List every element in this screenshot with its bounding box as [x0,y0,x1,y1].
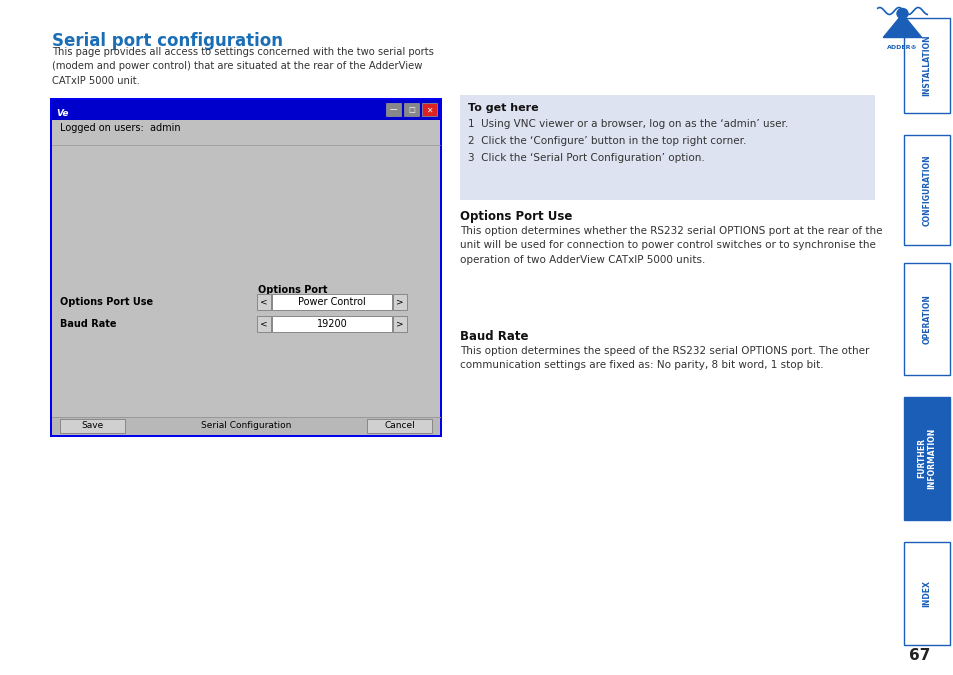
Bar [459,95,874,200]
Text: >: > [395,319,403,329]
Text: 2  Click the ‘Configure’ button in the top right corner.: 2 Click the ‘Configure’ button in the to… [468,136,745,146]
Bar [50,98,441,437]
Text: Cancel: Cancel [384,421,415,431]
Text: This option determines whether the RS232 serial OPTIONS port at the rear of the
: This option determines whether the RS232… [459,226,882,265]
Bar [52,417,439,435]
Text: 1  Using VNC viewer or a browser, log on as the ‘admin’ user.: 1 Using VNC viewer or a browser, log on … [468,119,787,129]
Bar [272,316,392,332]
Polygon shape [882,14,921,38]
Text: CONFIGURATION: CONFIGURATION [922,154,930,226]
Text: Logged on users:  admin: Logged on users: admin [60,123,180,133]
Bar [272,294,392,310]
Circle shape [896,9,907,18]
Bar [52,100,439,120]
Bar [403,103,418,116]
Bar [903,542,949,645]
Text: Baud Rate: Baud Rate [459,330,528,343]
Text: Baud Rate: Baud Rate [60,319,116,329]
Text: ☐: ☐ [408,105,415,115]
Text: Power Control: Power Control [297,297,366,307]
Text: This option determines the speed of the RS232 serial OPTIONS port. The other
com: This option determines the speed of the … [459,346,868,371]
Text: >: > [395,298,403,306]
Bar [393,316,407,332]
Bar [256,316,271,332]
Bar [903,135,949,245]
Text: <: < [260,298,268,306]
Text: 19200: 19200 [316,319,347,329]
Text: Options Port Use: Options Port Use [60,297,153,307]
Text: Serial Configuration: Serial Configuration [200,421,291,431]
Text: Ve: Ve [56,109,69,118]
Text: 3  Click the ‘Serial Port Configuration’ option.: 3 Click the ‘Serial Port Configuration’ … [468,153,704,163]
Bar [393,294,407,310]
Text: <: < [260,319,268,329]
Text: INDEX: INDEX [922,580,930,607]
Bar [367,419,432,433]
Text: —: — [389,105,396,115]
Text: Serial port configuration: Serial port configuration [52,32,283,50]
Text: 67: 67 [908,648,930,663]
Bar [903,18,949,113]
Bar [386,103,400,116]
Bar [60,419,125,433]
Text: FURTHER
INFORMATION: FURTHER INFORMATION [917,428,936,489]
Text: OPERATION: OPERATION [922,294,930,344]
Text: Options Port: Options Port [257,285,327,295]
Text: This page provides all access to settings concerned with the two serial ports
(m: This page provides all access to setting… [52,47,434,86]
Bar [421,103,436,116]
Text: Save: Save [81,421,104,431]
Text: To get here: To get here [468,103,538,113]
Bar [903,397,949,520]
Text: ADDER®: ADDER® [886,45,917,50]
Bar [903,263,949,375]
Bar [52,120,439,417]
Text: ✕: ✕ [426,105,433,115]
Text: Options Port Use: Options Port Use [459,210,572,223]
Bar [256,294,271,310]
Text: INSTALLATION: INSTALLATION [922,34,930,97]
